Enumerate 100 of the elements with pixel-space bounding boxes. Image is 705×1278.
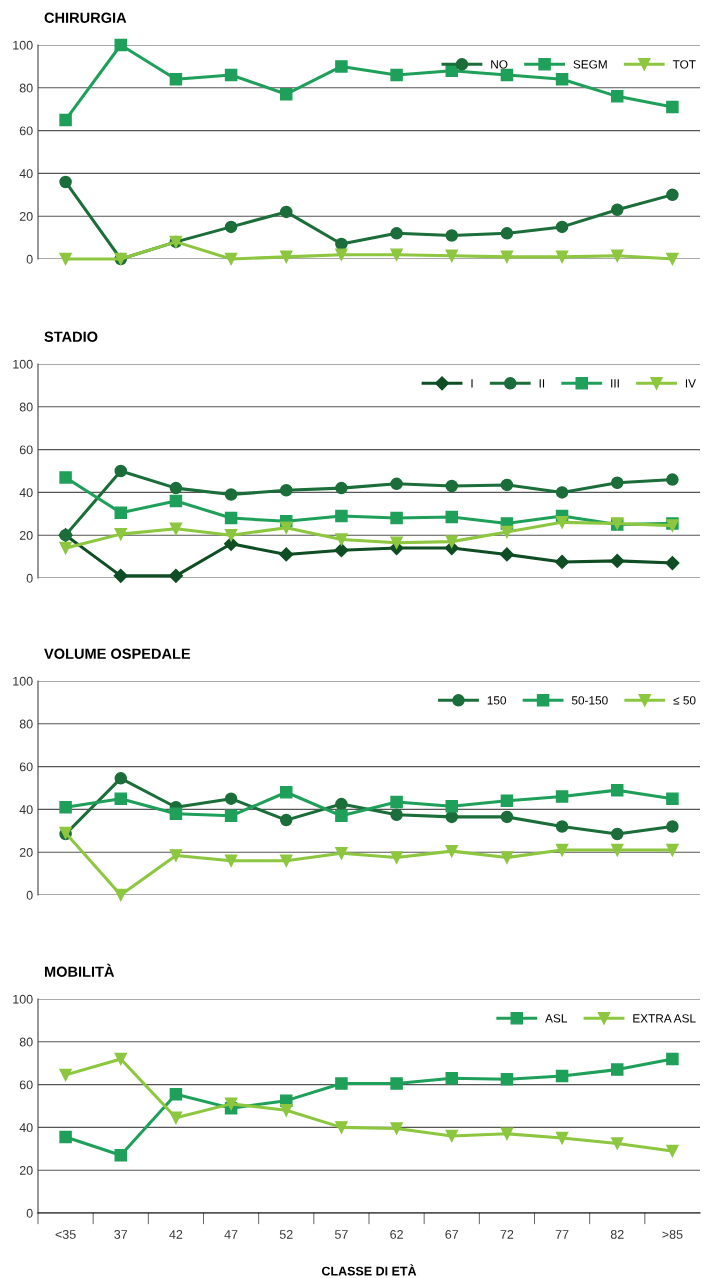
point: [500, 794, 514, 808]
point: [59, 113, 72, 127]
x-tick-label: 47: [224, 1230, 238, 1239]
chart-title: MOBILITÀ: [44, 963, 115, 977]
point: [279, 205, 293, 219]
legend-label: EXTRA ASL: [633, 1014, 696, 1023]
point: [59, 252, 72, 266]
legend-label: 150: [487, 696, 507, 705]
point: [390, 511, 403, 525]
point: [610, 203, 624, 217]
point: [335, 533, 348, 546]
point: [500, 1127, 514, 1141]
point: [555, 486, 569, 499]
point: [279, 521, 293, 534]
x-tick-label: <35: [55, 1230, 76, 1239]
point: [169, 849, 183, 862]
point: [666, 843, 679, 857]
point: [610, 1137, 624, 1150]
y-tick-label: 60: [19, 445, 33, 455]
point: [169, 522, 183, 536]
point: [610, 476, 624, 490]
y-tick-label: 20: [19, 848, 33, 857]
point: [224, 1097, 238, 1111]
point: [445, 535, 459, 548]
point: [445, 844, 459, 858]
point: [59, 471, 72, 484]
point: [224, 488, 238, 501]
chart-title: CHIRURGIA: [44, 12, 127, 23]
point: [500, 851, 514, 864]
y-tick-label: 20: [19, 212, 33, 221]
point: [555, 250, 569, 264]
y-tick-label: 40: [19, 1123, 33, 1133]
point: [500, 250, 514, 264]
point: [169, 481, 183, 495]
point: [555, 516, 569, 529]
legend-label: NO: [491, 60, 508, 69]
point: [500, 810, 514, 824]
chart-title: VOLUME OSPEDALE: [44, 648, 191, 659]
point: [169, 72, 183, 86]
point: [390, 536, 403, 549]
point: [224, 536, 239, 551]
point: [555, 1069, 569, 1083]
point: [114, 792, 128, 805]
y-tick-label: 0: [26, 1208, 33, 1218]
point: [666, 1144, 679, 1158]
x-tick-label: 57: [334, 1230, 348, 1239]
point: [224, 528, 238, 542]
y-tick-label: 0: [26, 254, 33, 264]
point: [445, 249, 459, 263]
point: [279, 786, 293, 799]
point: [666, 100, 679, 114]
point: [114, 772, 128, 785]
point: [114, 527, 128, 541]
point: [555, 820, 569, 833]
x-tick-label: 82: [610, 1230, 624, 1239]
point: [224, 68, 238, 82]
x-tick-label: 72: [500, 1230, 514, 1239]
point: [500, 227, 514, 240]
point: [445, 510, 459, 524]
point: [390, 851, 403, 864]
legend-label: III: [611, 379, 619, 388]
x-tick-label: >85: [662, 1230, 683, 1239]
x-tick-label: 62: [390, 1230, 403, 1239]
y-tick-label: 0: [26, 890, 33, 900]
point: [169, 807, 183, 820]
point: [279, 250, 293, 264]
legend-label: ASL: [545, 1014, 568, 1023]
point: [335, 847, 348, 860]
point: [279, 854, 293, 868]
point: [114, 1148, 128, 1162]
point: [390, 1077, 403, 1090]
point: [335, 797, 348, 811]
y-tick-label: 100: [13, 994, 33, 1004]
point: [224, 220, 238, 234]
y-tick-label: 80: [19, 83, 33, 93]
point: [499, 547, 514, 562]
point: [390, 248, 403, 261]
point: [390, 808, 403, 822]
point: [610, 553, 625, 568]
point: [500, 68, 514, 82]
legend-label: TOT: [672, 60, 696, 69]
point: [666, 252, 679, 266]
point: [224, 854, 238, 868]
legend-label: IV: [685, 379, 696, 388]
legend-label: 50-150: [571, 696, 608, 705]
x-tick-label: 67: [445, 1230, 459, 1239]
y-tick-label: 100: [13, 676, 33, 686]
y-tick-label: 40: [19, 805, 33, 815]
point: [169, 1087, 183, 1101]
point: [445, 810, 459, 824]
y-tick-label: 80: [19, 1037, 33, 1047]
point: [610, 827, 624, 841]
point: [279, 87, 293, 101]
y-tick-label: 0: [26, 573, 33, 583]
point: [335, 1121, 348, 1134]
point: [666, 473, 679, 486]
point: [610, 783, 624, 797]
point: [224, 809, 238, 823]
point: [224, 252, 238, 266]
point: [335, 248, 348, 261]
